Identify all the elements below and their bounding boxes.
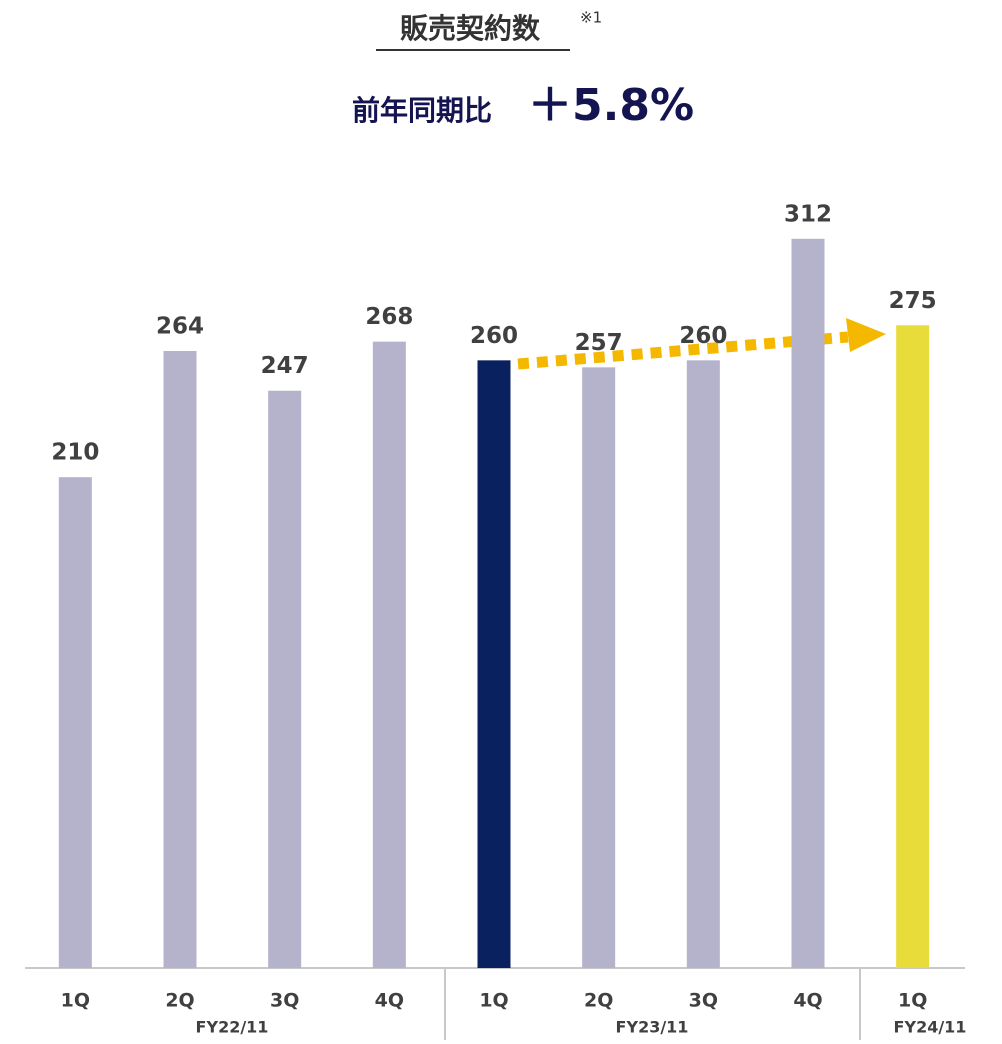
bar — [163, 350, 197, 969]
data-label: 264 — [156, 313, 204, 339]
x-tick-label: 2Q — [584, 990, 613, 1012]
bar — [372, 341, 406, 968]
bar — [582, 367, 616, 969]
data-label: 260 — [470, 323, 518, 349]
data-label: 268 — [365, 304, 413, 330]
title-note: ※1 — [580, 9, 602, 27]
data-label: 312 — [784, 201, 832, 227]
data-label: 210 — [51, 440, 99, 466]
x-tick-label: 1Q — [479, 990, 508, 1012]
x-tick-label: 4Q — [375, 990, 404, 1012]
subtitle: 前年同期比 — [352, 94, 492, 127]
change: ＋5.8% — [528, 80, 694, 131]
group-label: FY22/11 — [196, 1018, 269, 1037]
group-label: FY24/11 — [894, 1018, 967, 1037]
x-tick-label: 3Q — [270, 990, 299, 1012]
data-label: 275 — [889, 288, 937, 314]
bar — [791, 238, 825, 969]
x-tick-label: 4Q — [793, 990, 822, 1012]
bar — [896, 325, 930, 968]
x-tick-label: 1Q — [61, 990, 90, 1012]
bar — [268, 390, 302, 968]
bar — [686, 360, 720, 968]
data-label: 257 — [575, 330, 623, 356]
data-label: 260 — [679, 323, 727, 349]
data-label: 247 — [261, 353, 309, 379]
bar — [58, 477, 92, 968]
chart-title: 販売契約数 — [400, 12, 541, 45]
x-tick-label: 3Q — [689, 990, 718, 1012]
x-tick-label: 2Q — [165, 990, 194, 1012]
trend-arrow-head — [846, 318, 886, 352]
group-label: FY23/11 — [616, 1018, 689, 1037]
x-tick-label: 1Q — [898, 990, 927, 1012]
bar — [477, 360, 511, 968]
